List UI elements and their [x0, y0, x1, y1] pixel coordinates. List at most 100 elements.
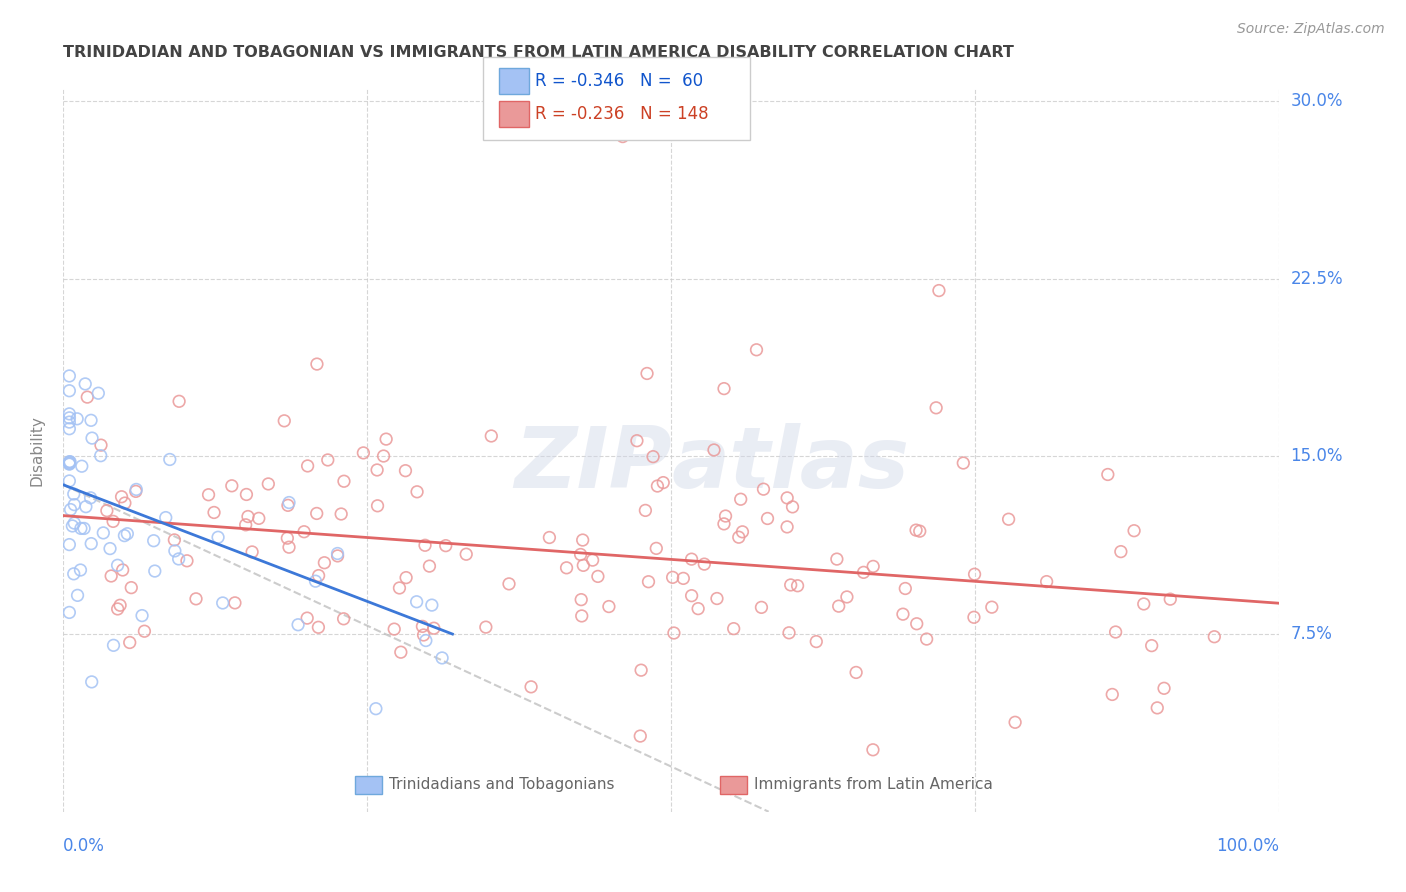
Point: [155, 510, 177, 524]
Point: [413, 538, 436, 552]
Point: [776, 520, 799, 534]
Point: [681, 589, 703, 603]
Point: [1123, 524, 1146, 538]
Point: [131, 608, 153, 623]
Point: [915, 632, 938, 646]
Point: [197, 488, 219, 502]
Point: [235, 517, 257, 532]
Point: [76, 390, 98, 404]
Point: [58, 368, 80, 383]
Point: [723, 622, 745, 636]
Point: [79, 491, 101, 505]
Point: [652, 475, 675, 490]
Point: [405, 595, 427, 609]
Point: [134, 624, 156, 639]
Point: [555, 561, 578, 575]
Point: [905, 616, 928, 631]
Point: [779, 578, 801, 592]
Point: [125, 484, 148, 499]
Point: [395, 571, 418, 585]
Text: Disability: Disability: [30, 415, 44, 486]
Point: [825, 552, 848, 566]
Point: [167, 552, 190, 566]
Point: [333, 475, 356, 489]
Point: [60, 519, 83, 533]
Point: [415, 633, 437, 648]
Point: [1109, 544, 1132, 558]
Point: [58, 415, 80, 429]
Point: [70, 459, 93, 474]
Point: [643, 450, 665, 464]
Point: [63, 516, 86, 530]
Point: [586, 569, 609, 583]
Point: [240, 545, 263, 559]
Point: [730, 492, 752, 507]
Point: [62, 566, 84, 581]
Point: [59, 455, 82, 469]
Point: [727, 530, 749, 544]
Point: [731, 524, 754, 539]
Point: [713, 382, 735, 396]
Point: [786, 579, 808, 593]
Point: [80, 536, 103, 550]
Point: [142, 533, 165, 548]
Point: [163, 533, 186, 547]
Point: [59, 502, 82, 516]
Point: [645, 541, 668, 556]
Point: [845, 665, 868, 680]
Point: [828, 599, 851, 614]
Text: atlas: atlas: [672, 424, 910, 507]
Point: [101, 514, 124, 528]
Point: [375, 432, 398, 446]
Point: [103, 638, 125, 652]
Point: [276, 531, 298, 545]
Point: [90, 438, 112, 452]
Point: [1004, 715, 1026, 730]
Point: [1132, 597, 1154, 611]
Point: [662, 626, 685, 640]
Point: [58, 457, 80, 471]
Point: [394, 464, 416, 478]
Point: [58, 606, 80, 620]
Point: [928, 284, 950, 298]
Point: [997, 512, 1019, 526]
Point: [406, 484, 429, 499]
Point: [125, 483, 148, 497]
Point: [236, 509, 259, 524]
Point: [980, 600, 1002, 615]
Point: [314, 556, 336, 570]
Point: [456, 547, 478, 561]
Point: [224, 596, 246, 610]
Text: Immigrants from Latin America: Immigrants from Latin America: [754, 778, 993, 792]
Point: [316, 453, 339, 467]
Point: [672, 571, 695, 585]
Point: [305, 507, 328, 521]
Point: [423, 621, 446, 635]
Point: [382, 622, 405, 636]
Point: [751, 600, 773, 615]
Point: [1204, 630, 1226, 644]
Point: [905, 523, 928, 537]
Point: [1140, 639, 1163, 653]
Point: [207, 530, 229, 544]
Point: [58, 456, 80, 470]
Point: [862, 559, 884, 574]
Point: [73, 521, 96, 535]
Text: 22.5%: 22.5%: [1291, 269, 1343, 288]
Point: [634, 503, 657, 517]
Point: [581, 553, 603, 567]
Point: [184, 591, 207, 606]
Text: R = -0.346   N =  60: R = -0.346 N = 60: [536, 72, 703, 90]
Point: [714, 509, 737, 524]
FancyBboxPatch shape: [482, 57, 751, 140]
Point: [80, 674, 103, 689]
Point: [1153, 681, 1175, 696]
Point: [107, 558, 129, 573]
Point: [63, 498, 86, 512]
Point: [411, 619, 433, 633]
Point: [58, 538, 80, 552]
Point: [176, 554, 198, 568]
Point: [637, 574, 659, 589]
Point: [91, 525, 114, 540]
Point: [647, 479, 669, 493]
